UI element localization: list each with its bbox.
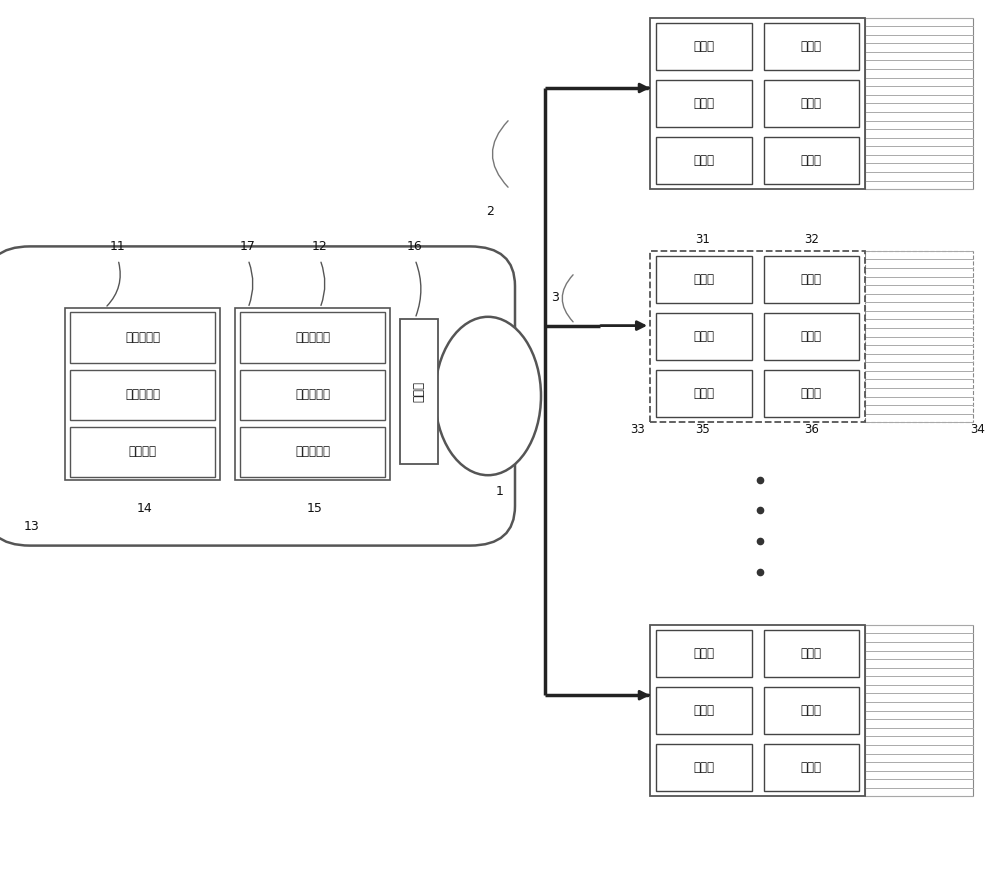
Bar (656, 370, 752, 417)
Bar (656, 630, 752, 677)
Bar (65, 308, 220, 480)
Text: 17: 17 (240, 240, 256, 253)
Text: 扩束器: 扩束器 (801, 647, 822, 660)
Text: 分束器: 分束器 (413, 381, 426, 401)
Bar (240, 312, 385, 363)
Text: 扫描器: 扫描器 (801, 97, 822, 110)
Text: 扫描器: 扫描器 (801, 330, 822, 343)
Bar (650, 251, 865, 422)
Text: 准直器: 准直器 (693, 40, 714, 53)
Bar (764, 370, 859, 417)
Bar (240, 370, 385, 420)
Text: 1: 1 (496, 485, 504, 497)
Text: 反射镜: 反射镜 (693, 704, 714, 717)
Text: 脉冲放大器: 脉冲放大器 (295, 388, 330, 401)
Text: 31: 31 (696, 233, 710, 246)
Bar (650, 18, 865, 189)
Bar (656, 80, 752, 127)
Bar (865, 625, 973, 796)
Text: 13: 13 (24, 520, 40, 532)
Text: 整形器: 整形器 (693, 387, 714, 400)
Text: 2: 2 (486, 205, 494, 217)
Text: 超快种子源: 超快种子源 (295, 445, 330, 458)
Text: 脉冲压缩器: 脉冲压缩器 (125, 331, 160, 344)
Text: 聚焦器: 聚焦器 (801, 761, 822, 774)
Bar (656, 23, 752, 70)
Bar (650, 625, 865, 796)
Text: 33: 33 (631, 423, 645, 436)
Bar (764, 744, 859, 791)
Bar (656, 744, 752, 791)
FancyBboxPatch shape (0, 246, 515, 546)
Bar (656, 137, 752, 184)
Bar (764, 256, 859, 303)
Bar (764, 137, 859, 184)
Text: 扩束器: 扩束器 (801, 40, 822, 53)
Text: 36: 36 (805, 423, 819, 436)
Bar (70, 427, 215, 477)
Text: 脉冲选择器: 脉冲选择器 (125, 388, 160, 401)
Bar (764, 80, 859, 127)
Text: 脉冲展宽器: 脉冲展宽器 (295, 331, 330, 344)
Text: 准直器: 准直器 (693, 647, 714, 660)
Bar (764, 313, 859, 360)
Bar (656, 256, 752, 303)
Text: 15: 15 (307, 502, 323, 515)
Text: 12: 12 (312, 240, 328, 253)
Text: 35: 35 (696, 423, 710, 436)
Bar (865, 251, 973, 422)
Bar (656, 313, 752, 360)
Text: 电控模块: 电控模块 (129, 445, 157, 458)
Text: 11: 11 (110, 240, 126, 253)
Text: 3: 3 (551, 291, 559, 304)
Text: 聚焦器: 聚焦器 (801, 387, 822, 400)
Text: 整形器: 整形器 (693, 761, 714, 774)
Bar (400, 319, 438, 464)
Ellipse shape (435, 317, 541, 475)
Text: 32: 32 (805, 233, 819, 246)
Bar (235, 308, 390, 480)
Bar (70, 312, 215, 363)
Text: 聚焦器: 聚焦器 (801, 154, 822, 167)
Text: 14: 14 (137, 502, 153, 515)
Bar (865, 18, 973, 189)
Bar (764, 687, 859, 734)
Text: 整形器: 整形器 (693, 154, 714, 167)
Text: 反射镜: 反射镜 (693, 330, 714, 343)
Bar (764, 630, 859, 677)
Text: 34: 34 (971, 423, 985, 436)
Bar (70, 370, 215, 420)
Bar (656, 687, 752, 734)
Text: 扫描器: 扫描器 (801, 704, 822, 717)
Bar (764, 23, 859, 70)
Text: 反射镜: 反射镜 (693, 97, 714, 110)
Bar (240, 427, 385, 477)
Text: 扩束器: 扩束器 (801, 273, 822, 286)
Text: 准直器: 准直器 (693, 273, 714, 286)
Text: 16: 16 (407, 240, 423, 253)
